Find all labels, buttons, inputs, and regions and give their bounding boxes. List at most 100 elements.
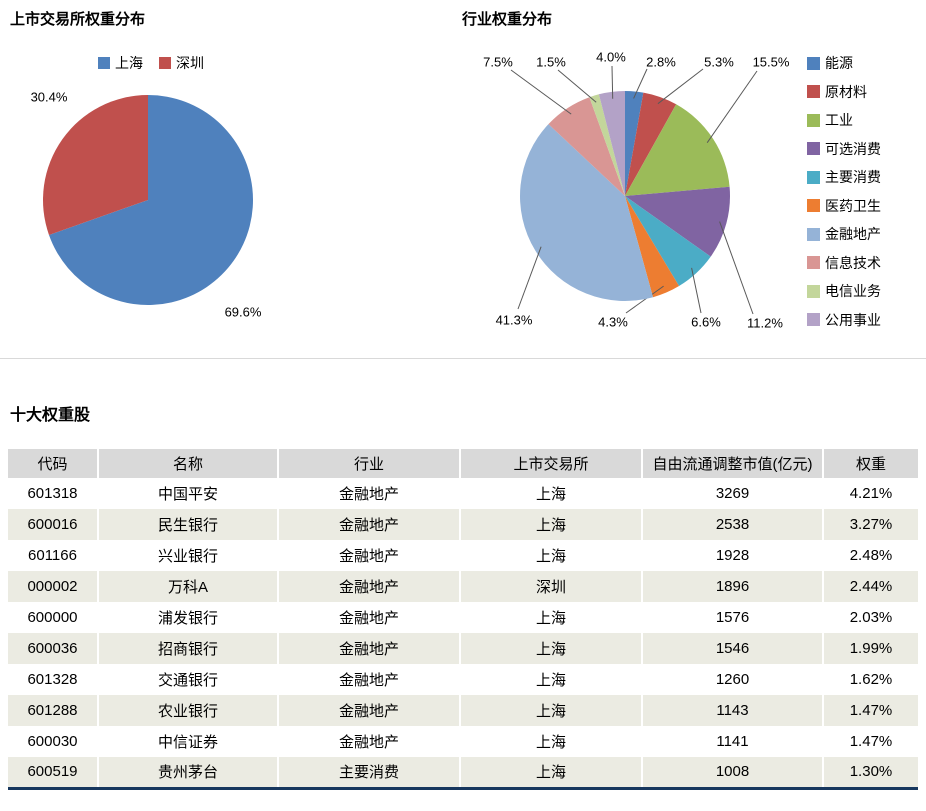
weight: 1.47% [849, 733, 893, 750]
exchange: 上海 [460, 664, 643, 695]
exchange: 深圳 [460, 571, 643, 602]
top-holdings-table: 代码 名称 行业 上市交易所 自由流通调整市值(亿元) 权重 601318 中国平安 金融地产… [8, 449, 918, 790]
column-header-stock-name: 名称 [98, 449, 279, 478]
industry: 金融地产 [278, 540, 461, 571]
market-cap: 3269 [642, 478, 824, 509]
pie-slice-6 [625, 196, 680, 298]
weight: 4.21% [849, 485, 893, 502]
industry-chart-title: 行业权重分布 [462, 11, 553, 28]
table-header-row: 代码 名称 行业 上市交易所 自由流通调整市值(亿元) 权重 [8, 449, 918, 478]
legend-item-1: 上海 [98, 56, 143, 70]
legend-label: 上海 [115, 55, 143, 71]
market-cap: 1260 [642, 664, 824, 695]
industry: 金融地产 [278, 664, 461, 695]
weight: 1.99% [849, 640, 893, 657]
legend-item-6: 医药卫生 [807, 199, 881, 213]
industry-weight-chart: 2.8% 5.3% 15.5% 11.2% 6.6% 4.3% 41.3% 7.5% 1.5% 4… [455, 6, 926, 356]
legend-item-3: 工业 [807, 113, 881, 127]
legend-label: 公用事业 [825, 311, 881, 328]
legend-swatch [807, 113, 820, 127]
exchange-chart-title: 上市交易所权重分布 [10, 11, 146, 28]
stock-code: 600000 [8, 602, 99, 633]
market-cap: 2538 [642, 509, 824, 540]
stock-code: 601328 [8, 664, 99, 695]
label-leader-line [510, 69, 572, 115]
charts-section: 69.6% 30.4% 上市交易所权重分布 上海 深圳 2.8% 5.3% 15.5% 1… [0, 0, 926, 359]
industry: 金融地产 [278, 602, 461, 633]
legend-item-9: 电信业务 [807, 284, 881, 298]
column-header-industry: 行业 [278, 449, 461, 478]
stock-name: 民生银行 [98, 509, 279, 540]
table-row: 601288 农业银行 金融地产 上海 1143 1.47% [8, 695, 918, 726]
legend-item-2: 深圳 [159, 56, 204, 70]
pie-data-label: 4.0% [596, 50, 626, 65]
table-row: 600519 贵州茅台 主要消费 上海 1008 1.30% [8, 757, 918, 788]
exchange: 上海 [460, 602, 643, 633]
pie-slice-1 [625, 90, 644, 196]
weight: 2.48% [849, 547, 893, 564]
market-cap: 1928 [642, 540, 824, 571]
legend-label: 能源 [825, 55, 853, 71]
pie-slice-2 [43, 95, 148, 235]
market-cap: 1896 [642, 571, 824, 602]
stock-code: 600036 [8, 633, 99, 664]
pie-data-label: 41.3% [496, 313, 533, 328]
stock-name: 招商银行 [98, 633, 279, 664]
industry: 金融地产 [278, 695, 461, 726]
legend-item-4: 可选消费 [807, 142, 881, 156]
market-cap: 1576 [642, 602, 824, 633]
holdings-section: 十大权重股 代码 名称 行业 上市交易所 自由流通调整市值(亿元) 权重 601318 中国… [0, 359, 926, 790]
label-leader-line [633, 68, 648, 99]
pie-slice-7 [520, 124, 654, 301]
column-header-weight: 权重 [823, 449, 918, 478]
pie-data-label: 4.3% [598, 315, 628, 330]
weight: 2.44% [849, 578, 893, 595]
legend-label: 医药卫生 [825, 197, 881, 214]
market-cap: 1143 [642, 695, 824, 726]
label-leader-line [657, 68, 704, 105]
pie-data-label: 1.5% [536, 55, 566, 70]
label-leader-line [517, 246, 542, 310]
industry: 金融地产 [278, 726, 461, 757]
legend-swatch [807, 313, 820, 326]
column-header-market-cap: 自由流通调整市值(亿元) [642, 449, 824, 478]
exchange-weight-chart: 69.6% 30.4% 上市交易所权重分布 上海 深圳 [8, 6, 448, 356]
industry: 金融地产 [278, 478, 461, 509]
table-row: 000002 万科A 金融地产 深圳 1896 2.44% [8, 571, 918, 602]
exchange: 上海 [460, 633, 643, 664]
stock-name: 农业银行 [98, 695, 279, 726]
legend-item-5: 主要消费 [807, 170, 881, 184]
legend-swatch [807, 142, 820, 155]
industry: 金融地产 [278, 633, 461, 664]
legend-label: 原材料 [825, 83, 867, 100]
legend-label: 信息技术 [825, 254, 881, 271]
column-header-stock-code: 代码 [8, 449, 99, 478]
market-cap: 1546 [642, 633, 824, 664]
stock-name: 交通银行 [98, 664, 279, 695]
pie-data-label: 5.3% [704, 55, 734, 70]
table-title: 十大权重股 [10, 407, 91, 424]
column-header-exchange: 上市交易所 [460, 449, 643, 478]
table-row: 601166 兴业银行 金融地产 上海 1928 2.48% [8, 540, 918, 571]
pie-data-label: 7.5% [483, 55, 513, 70]
legend-label: 电信业务 [825, 283, 881, 299]
legend-swatch [807, 284, 820, 298]
pie-data-label: 6.6% [691, 315, 721, 330]
label-leader-line [557, 69, 597, 103]
legend-swatch [807, 56, 820, 70]
weight: 3.27% [849, 516, 893, 533]
market-cap: 1141 [642, 726, 824, 757]
legend-label: 金融地产 [825, 226, 881, 242]
legend-label: 可选消费 [825, 140, 881, 157]
exchange: 上海 [460, 478, 643, 509]
label-leader-line [719, 221, 754, 315]
table-row: 600030 中信证券 金融地产 上海 1141 1.47% [8, 726, 918, 757]
label-leader-line [691, 267, 702, 314]
stock-name: 中信证券 [98, 726, 279, 757]
table-row: 600016 民生银行 金融地产 上海 2538 3.27% [8, 509, 918, 540]
stock-code: 600016 [8, 509, 99, 540]
stock-code: 600519 [8, 757, 99, 788]
weight: 2.03% [849, 609, 893, 626]
legend-swatch [807, 256, 820, 269]
exchange-legend: 上海 深圳 [8, 56, 294, 70]
